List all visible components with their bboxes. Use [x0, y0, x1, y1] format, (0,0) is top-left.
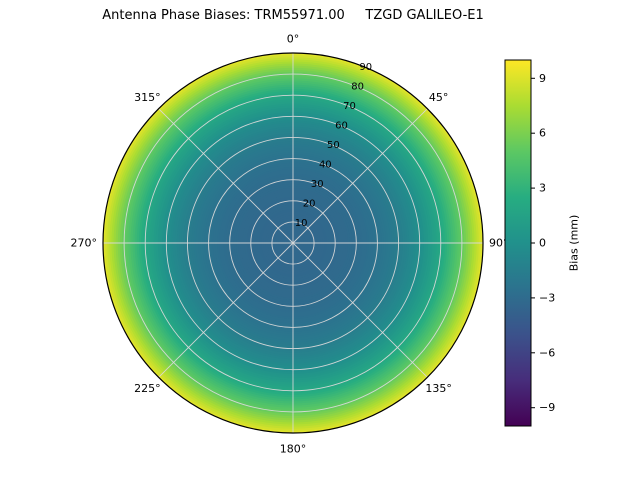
- theta-tick-label: 0°: [287, 33, 300, 46]
- colorbar-axis-label: Bias (mm): [568, 215, 581, 272]
- polar-grid: [102, 52, 484, 434]
- colorbar-tick-label: −6: [539, 346, 555, 359]
- radial-tick-label: 90: [359, 62, 372, 73]
- colorbar-tick-label: 3: [539, 182, 546, 195]
- radial-tick-label: 30: [311, 179, 324, 190]
- theta-tick-label: 45°: [429, 91, 449, 104]
- radial-tick-label: 20: [303, 198, 316, 209]
- radial-tick-label: 50: [327, 140, 340, 151]
- colorbar-tick-label: −3: [539, 291, 555, 304]
- figure-title: Antenna Phase Biases: TRM55971.00 TZGD G…: [102, 8, 484, 23]
- radial-tick-label: 60: [335, 120, 348, 131]
- radial-tick-label: 10: [295, 218, 308, 229]
- theta-tick-label: 315°: [134, 91, 161, 104]
- polar-outline: [102, 52, 484, 434]
- colorbar-tick-label: 0: [539, 237, 546, 250]
- colorbar-tick-label: −9: [539, 401, 555, 414]
- grid-spoke: [292, 108, 428, 244]
- grid-spoke: [292, 242, 428, 378]
- grid-spoke: [158, 242, 294, 378]
- radial-tick-labels: 10 20 30 40 50 60 70 80 90: [295, 62, 372, 229]
- theta-tick-label: 270°: [71, 237, 98, 250]
- colorbar-tick-label: 9: [539, 72, 546, 85]
- radial-tick-label: 40: [319, 159, 332, 170]
- radial-tick-label: 70: [343, 101, 356, 112]
- colorbar: [504, 59, 532, 427]
- theta-tick-label: 180°: [280, 443, 307, 456]
- theta-tick-label: 225°: [134, 382, 161, 395]
- grid-spoke: [158, 108, 294, 244]
- theta-tick-labels: 0° 45° 90° 135° 180° 225° 270° 315°: [71, 33, 509, 456]
- colorbar-tick-label: 6: [539, 127, 546, 140]
- theta-tick-label: 90°: [489, 237, 509, 250]
- theta-tick-label: 135°: [425, 382, 452, 395]
- radial-tick-label: 80: [351, 81, 364, 92]
- colorbar-ticks: 9 6 3 0 −3 −6 −9: [531, 72, 555, 414]
